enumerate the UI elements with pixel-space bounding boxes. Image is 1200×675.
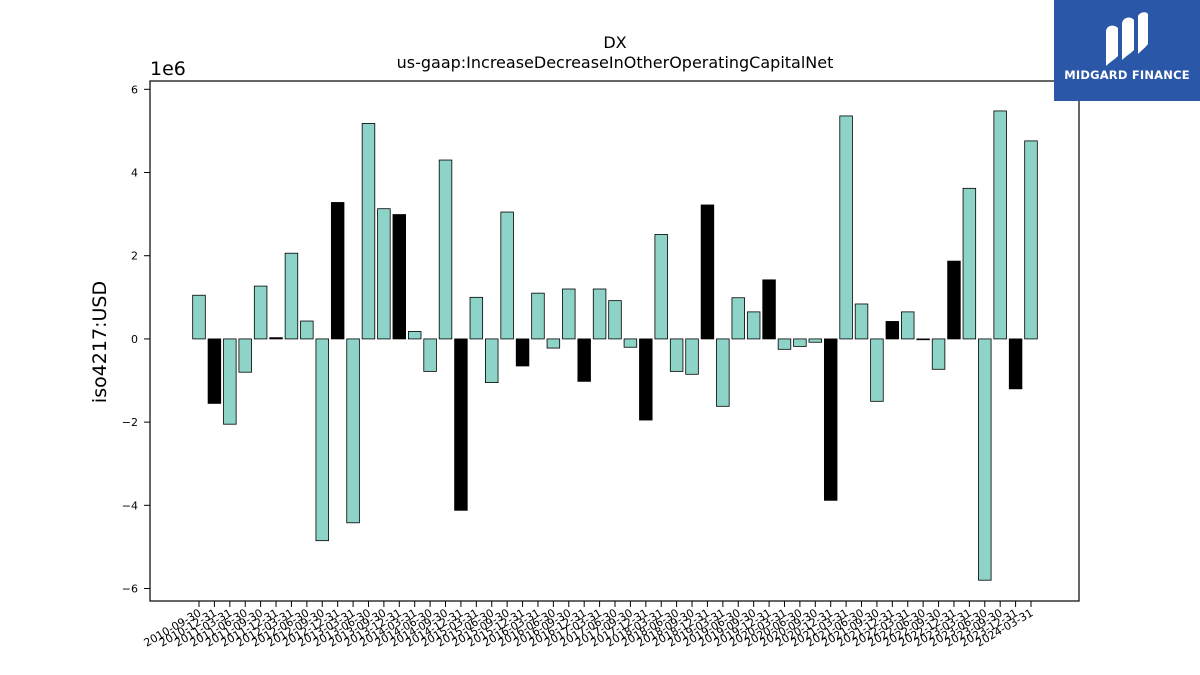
bar-2023-09-30 xyxy=(993,110,1007,340)
y-tick-label: 0 xyxy=(131,333,138,346)
bar-2010-12-31 xyxy=(207,338,222,404)
bar-2012-09-30 xyxy=(315,338,329,542)
bar-2013-03-31 xyxy=(346,338,360,524)
bar-2012-06-30 xyxy=(300,320,314,340)
bar-2020-12-31 xyxy=(823,338,838,501)
x-ticks-group: 2010-09-302010-12-312011-03-312011-06-30… xyxy=(142,601,1036,650)
y-ticks-group: −6 −4 −2 0 2 4 6 xyxy=(122,83,150,596)
bar-2011-03-31 xyxy=(223,338,237,425)
bar-2017-03-31 xyxy=(592,288,607,340)
bar-2019-03-31 xyxy=(716,338,730,407)
y-tick-label: −4 xyxy=(122,499,138,512)
bar-2017-06-30 xyxy=(608,300,622,340)
bar-2012-03-31 xyxy=(284,252,299,340)
bar-2017-12-31 xyxy=(639,338,653,421)
bar-2023-06-30 xyxy=(978,338,992,581)
bar-2013-06-30 xyxy=(361,123,376,340)
bar-2024-03-31 xyxy=(1024,140,1038,340)
bar-2017-09-30 xyxy=(623,338,638,348)
bar-2015-12-31 xyxy=(515,338,530,367)
bar-2019-12-31 xyxy=(762,279,776,340)
midgard-finance-logo: MIDGARD FINANCE xyxy=(1054,0,1200,101)
y-tick-label: −2 xyxy=(122,416,138,429)
plot-frame xyxy=(149,80,1080,602)
bar-2021-09-30 xyxy=(870,338,884,402)
bar-2016-06-30 xyxy=(546,338,561,349)
y-tick-label: −6 xyxy=(122,583,138,596)
midgard-logo-icon xyxy=(1106,12,1148,67)
bar-2011-12-31 xyxy=(269,337,283,340)
bar-2019-06-30 xyxy=(731,297,745,340)
bar-2021-06-30 xyxy=(854,303,869,340)
bar-2018-06-30 xyxy=(669,338,684,372)
bar-2021-03-31 xyxy=(839,115,853,340)
bar-2022-03-31 xyxy=(901,311,915,340)
bar-2013-12-31 xyxy=(392,214,407,340)
bar-2012-12-31 xyxy=(330,202,345,340)
bar-2022-06-30 xyxy=(916,338,930,341)
y-multiplier-label: 1e6 xyxy=(150,58,186,80)
bar-2014-12-31 xyxy=(454,338,468,511)
bar-2014-09-30 xyxy=(438,159,453,340)
bar-2016-09-30 xyxy=(562,288,576,340)
bar-2018-03-31 xyxy=(654,234,668,340)
bar-2010-09-30 xyxy=(192,294,206,340)
bar-2023-03-31 xyxy=(962,187,977,340)
bar-2022-09-30 xyxy=(931,338,946,370)
y-tick-label: 2 xyxy=(131,250,138,263)
bar-2016-03-31 xyxy=(531,292,545,340)
bar-2020-09-30 xyxy=(808,338,823,343)
chart-subtitle: us-gaap:IncreaseDecreaseInOtherOperating… xyxy=(397,53,834,72)
bar-2014-06-30 xyxy=(423,338,437,372)
bar-2015-03-31 xyxy=(469,296,484,340)
chart-title: DX xyxy=(603,33,626,52)
y-tick-label: 6 xyxy=(131,83,138,96)
logo-text: MIDGARD FINANCE xyxy=(1064,68,1190,82)
bar-2023-12-31 xyxy=(1008,338,1023,390)
bar-2020-03-31 xyxy=(777,338,792,350)
bar-2018-12-31 xyxy=(700,204,715,340)
bar-2018-09-30 xyxy=(685,338,699,375)
y-axis-label: iso4217:USD xyxy=(89,281,111,403)
bar-2015-09-30 xyxy=(500,211,514,340)
bar-2016-12-31 xyxy=(577,338,591,382)
bar-2015-06-30 xyxy=(485,338,499,384)
bar-2019-09-30 xyxy=(746,311,761,340)
bar-2022-12-31 xyxy=(947,260,961,340)
bar-2020-06-30 xyxy=(793,338,807,347)
y-tick-label: 4 xyxy=(131,167,138,180)
bar-2011-09-30 xyxy=(253,285,268,340)
bars-group xyxy=(192,110,1038,581)
bar-2014-03-31 xyxy=(407,331,422,340)
bar-2021-12-31 xyxy=(885,321,900,340)
bar-2013-09-30 xyxy=(377,208,391,340)
bar-2011-06-30 xyxy=(238,338,252,373)
